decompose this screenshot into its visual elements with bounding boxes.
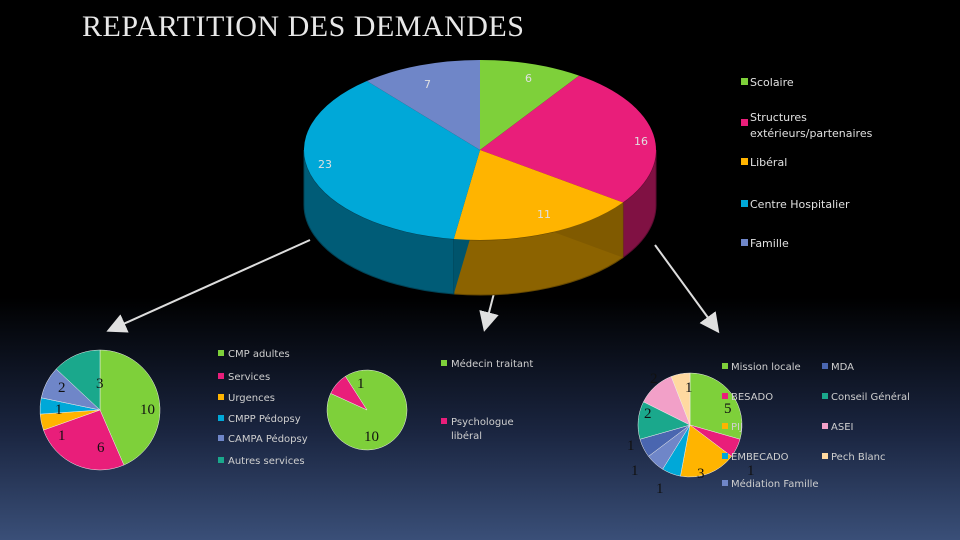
pie-slice — [670, 372, 691, 426]
legend-swatch — [741, 119, 748, 126]
legend-swatch — [741, 239, 748, 246]
legend-label: PIJ — [731, 422, 743, 433]
data-label: 2 — [58, 380, 66, 396]
data-label: 11 — [537, 208, 551, 221]
legend-swatch — [722, 480, 728, 486]
legend-swatch — [822, 423, 828, 429]
pie-slice — [689, 372, 743, 440]
legend-swatch — [741, 200, 748, 207]
legend-swatch — [218, 457, 224, 463]
legend-label: MDA — [831, 362, 854, 373]
pie-slice — [99, 349, 161, 466]
legend-label: Structures — [750, 111, 807, 124]
legend-swatch — [741, 158, 748, 165]
legend-swatch — [741, 78, 748, 85]
data-label: 5 — [724, 401, 732, 417]
data-label: 1 — [55, 402, 63, 418]
data-label: 10 — [140, 402, 155, 418]
legend-label: Libéral — [750, 156, 787, 169]
data-label: 1 — [747, 463, 755, 479]
pie-slice — [480, 75, 657, 203]
legend-label: Mission locale — [731, 362, 801, 373]
legend-label: Médiation Famille — [731, 478, 819, 490]
legend-swatch — [822, 453, 828, 459]
legend-swatch — [722, 393, 728, 399]
data-label: 2 — [650, 371, 658, 387]
data-label: 3 — [697, 466, 705, 482]
legend-label: CMPP Pédopsy — [228, 413, 301, 425]
legend-label: Médecin traitant — [451, 358, 533, 370]
pie-slice — [453, 150, 623, 240]
legend-swatch — [218, 394, 224, 400]
data-label: 6 — [97, 440, 105, 456]
data-label: 1 — [685, 380, 693, 396]
data-label: 23 — [318, 158, 332, 171]
legend-label: Scolaire — [750, 76, 794, 89]
legend-swatch — [218, 350, 224, 356]
legend-swatch — [218, 415, 224, 421]
data-label: 3 — [96, 376, 104, 392]
legend-label: Urgences — [228, 393, 275, 404]
pie-slice — [43, 409, 125, 471]
pie-slice — [55, 349, 101, 411]
legend-swatch — [822, 393, 828, 399]
data-label: 16 — [634, 135, 648, 148]
data-label: 7 — [424, 78, 431, 91]
legend-label: ASEI — [831, 422, 853, 433]
pie-slice — [480, 60, 580, 150]
data-label: 1 — [631, 463, 639, 479]
connector-arrow — [654, 244, 720, 334]
legend-label: BESADO — [731, 392, 773, 403]
data-label: 1 — [656, 481, 664, 497]
page-title: REPARTITION DES DEMANDES — [82, 10, 525, 43]
data-label: 10 — [364, 429, 379, 445]
legend-label: CMP adultes — [228, 349, 290, 360]
legend-label: Services — [228, 372, 270, 383]
legend-label: Centre Hospitalier — [750, 198, 850, 211]
legend-label: CAMPA Pédopsy — [228, 433, 308, 445]
pie-slice — [304, 81, 480, 239]
legend-swatch — [822, 363, 828, 369]
legend-swatch — [218, 373, 224, 379]
legend-label: libéral — [451, 430, 482, 442]
connector-arrow — [106, 239, 311, 333]
pie-slice — [680, 424, 732, 478]
legend-label: Psychologue — [451, 417, 514, 428]
data-label: 6 — [525, 72, 532, 85]
legend-label: EMBECADO — [731, 452, 789, 463]
legend-swatch — [218, 435, 224, 441]
pie-slice — [366, 60, 480, 150]
legend-swatch — [441, 418, 447, 424]
data-label: 2 — [644, 406, 652, 422]
legend-swatch — [722, 423, 728, 429]
legend-label: Autres services — [228, 456, 305, 467]
legend-label: extérieurs/partenaires — [750, 127, 873, 140]
legend-swatch — [722, 363, 728, 369]
data-label: 1 — [357, 376, 365, 392]
data-label: 1 — [627, 438, 635, 454]
legend-label: Conseil Général — [831, 391, 910, 403]
legend-swatch — [722, 453, 728, 459]
legend-label: Famille — [750, 237, 789, 250]
data-label: 1 — [58, 428, 66, 444]
legend-label: Pech Blanc — [831, 452, 885, 463]
pie-slice — [330, 375, 368, 411]
legend-swatch — [441, 360, 447, 366]
